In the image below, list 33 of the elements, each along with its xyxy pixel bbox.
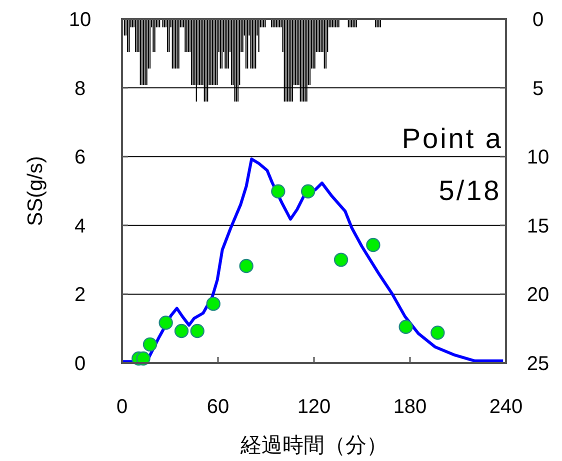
point [206,296,220,311]
point [239,258,254,274]
point [366,238,380,252]
x-tick-label: 120 [297,396,331,418]
y-tick-label: 4 [74,215,86,238]
y-tick-label: 2 [74,284,86,306]
point [300,184,316,198]
y-axis-title: SS(g/s) [24,156,47,226]
y2-tick-label: 10 [526,146,550,169]
point [174,324,189,338]
y-tick-label: 10 [68,9,92,31]
point [190,324,204,338]
y2-tick-label: 25 [526,353,550,375]
point [158,316,173,330]
x-axis-title: 経過時間（分） [240,434,388,457]
point [271,184,286,198]
x-tick-label: 180 [393,396,427,418]
y2-tick-label: 5 [532,78,544,100]
annotation: 5/18 [438,175,502,206]
x-tick-label: 60 [206,396,230,418]
annotation: Point a [402,123,503,154]
y-tick-label: 8 [74,78,86,100]
point [334,252,348,267]
point [142,337,158,352]
point [430,326,445,340]
y-tick-label: 0 [74,353,86,375]
y2-tick-label: 15 [526,215,550,238]
x-tick-label: 240 [489,396,523,418]
y2-tick-label: 0 [532,9,544,31]
x-tick-label: 0 [116,396,128,418]
point [398,320,413,334]
y-tick-label: 6 [74,146,86,169]
y2-tick-label: 20 [526,284,550,306]
